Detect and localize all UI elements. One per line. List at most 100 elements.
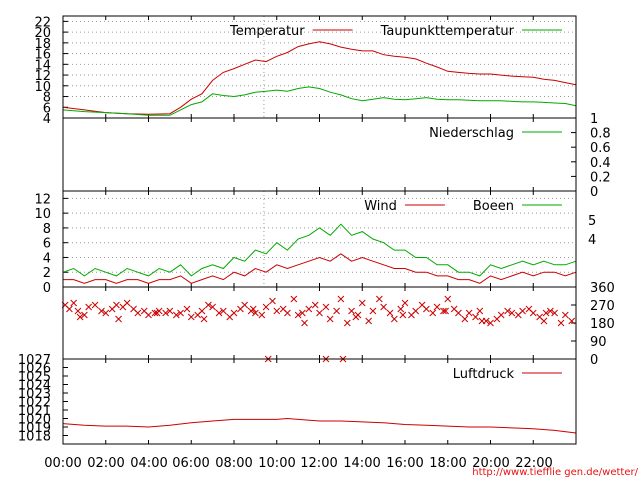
direction-point bbox=[429, 309, 437, 317]
direction-point bbox=[177, 309, 184, 317]
y-right-tick-label: 0.2 bbox=[590, 170, 611, 185]
direction-point bbox=[401, 299, 409, 307]
direction-point bbox=[153, 309, 161, 317]
y-right-tick-label: 0 bbox=[590, 353, 598, 368]
direction-point bbox=[305, 305, 313, 313]
legend-label: Taupunkttemperatur bbox=[380, 24, 515, 39]
x-tick-label: 20:00 bbox=[472, 456, 509, 471]
direction-point bbox=[380, 303, 387, 311]
direction-point bbox=[316, 309, 323, 317]
direction-point bbox=[461, 315, 469, 323]
series-line-Luftdruck bbox=[62, 417, 577, 434]
y-tick-label: 12 bbox=[34, 69, 51, 84]
direction-point bbox=[399, 311, 407, 319]
direction-point bbox=[352, 313, 360, 321]
direction-point bbox=[172, 311, 180, 319]
direction-point bbox=[358, 299, 366, 307]
y-tick-label: 12 bbox=[34, 192, 51, 207]
y-tick-label: 1021 bbox=[18, 404, 51, 419]
direction-point bbox=[183, 305, 191, 313]
direction-point bbox=[397, 305, 405, 313]
direction-point bbox=[215, 309, 223, 317]
legend-label: Luftdruck bbox=[453, 367, 515, 382]
y-tick-label: 20 bbox=[34, 26, 51, 41]
direction-point bbox=[269, 297, 276, 305]
direction-point bbox=[311, 301, 319, 309]
series-line-Wind bbox=[63, 253, 577, 284]
direction-point bbox=[322, 303, 330, 311]
direction-point bbox=[423, 305, 430, 313]
x-tick-label: 10:00 bbox=[258, 456, 295, 471]
y-tick-label: 8 bbox=[43, 222, 51, 237]
direction-point bbox=[472, 313, 479, 321]
y-tick-label: 1026 bbox=[18, 362, 51, 377]
x-tick-label: 12:00 bbox=[300, 456, 337, 471]
y-tick-label: 4 bbox=[43, 112, 51, 127]
direction-point bbox=[561, 311, 569, 319]
direction-point bbox=[365, 317, 373, 325]
direction-point bbox=[444, 295, 452, 303]
direction-point bbox=[102, 309, 110, 317]
y-right-tick-label: 180 bbox=[590, 317, 615, 332]
x-axis-tick-labels: 00:00 02:00 04:00 06:00 08:00 10:00 12:0… bbox=[44, 456, 552, 471]
source-url: http://www.tiefflie gen.de/wetter/ bbox=[472, 467, 638, 478]
direction-point bbox=[166, 307, 174, 315]
direction-point bbox=[209, 303, 216, 311]
y-tick-label: 1022 bbox=[18, 396, 51, 411]
direction-point bbox=[98, 307, 105, 315]
direction-point bbox=[187, 313, 195, 321]
series-line-Taupunkttemperatur bbox=[62, 86, 577, 116]
direction-point bbox=[504, 307, 511, 315]
y-right-tick-label: 0 bbox=[590, 185, 598, 200]
direction-point bbox=[343, 319, 351, 327]
direction-point bbox=[476, 307, 484, 315]
direction-point bbox=[258, 311, 266, 319]
direction-point bbox=[442, 307, 449, 315]
y-tick-label: 10 bbox=[34, 207, 51, 222]
y-tick-label: 6 bbox=[43, 101, 51, 116]
chart-panels: 22201816141210864TaupunkttemperaturTempe… bbox=[18, 15, 615, 445]
direction-point bbox=[386, 309, 394, 317]
x-tick-label: 08:00 bbox=[215, 456, 252, 471]
legend-label: Wind bbox=[364, 199, 397, 214]
direction-point bbox=[290, 295, 298, 303]
direction-point bbox=[478, 317, 486, 325]
direction-point bbox=[487, 319, 494, 327]
direction-point bbox=[85, 303, 93, 311]
direction-point bbox=[542, 309, 550, 317]
direction-point bbox=[200, 315, 208, 323]
x-tick-label: 00:00 bbox=[44, 456, 81, 471]
y-tick-label: 14 bbox=[34, 58, 51, 73]
y-tick-label: 10 bbox=[34, 80, 51, 95]
direction-point bbox=[529, 309, 537, 317]
panel-wind-direction: 360 270 180 90 0 bbox=[61, 281, 615, 368]
y-right-tick-label: 0.8 bbox=[590, 127, 611, 142]
direction-point bbox=[375, 295, 383, 303]
direction-point bbox=[252, 309, 259, 317]
direction-point bbox=[115, 315, 122, 323]
x-tick-label: 06:00 bbox=[172, 456, 209, 471]
y-tick-label: 1025 bbox=[18, 370, 51, 385]
direction-point bbox=[76, 313, 84, 321]
direction-point bbox=[433, 303, 441, 311]
direction-point bbox=[455, 309, 462, 317]
direction-point bbox=[74, 307, 82, 315]
panel-frame bbox=[62, 358, 577, 445]
y-tick-label: 1024 bbox=[18, 379, 51, 394]
y-right-tick-label: 5 bbox=[588, 214, 596, 229]
direction-point bbox=[333, 307, 340, 315]
direction-point bbox=[241, 301, 249, 309]
direction-point bbox=[145, 311, 152, 319]
direction-point bbox=[465, 309, 473, 317]
direction-point bbox=[151, 309, 159, 317]
direction-point bbox=[66, 305, 73, 313]
direction-point bbox=[134, 309, 142, 317]
direction-point bbox=[162, 309, 169, 317]
direction-point bbox=[301, 319, 308, 327]
y-tick-label: 0 bbox=[43, 281, 51, 296]
x-tick-label: 02:00 bbox=[87, 456, 124, 471]
y-tick-label: 18 bbox=[34, 37, 51, 52]
